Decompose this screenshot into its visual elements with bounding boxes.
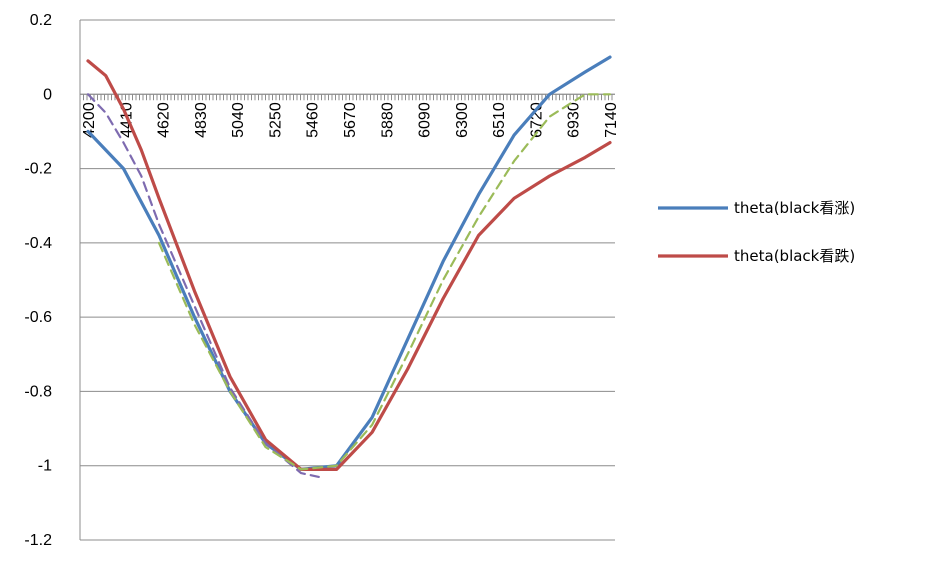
x-tick-label: 5460 <box>305 102 322 138</box>
x-tick-label: 6300 <box>454 102 471 138</box>
series-line-2 <box>86 59 612 471</box>
x-tick-label: 6510 <box>491 102 508 138</box>
y-tick-label: -0.4 <box>24 235 52 252</box>
y-tick-label: -1 <box>38 458 52 475</box>
y-tick-label: 0 <box>43 86 52 103</box>
x-tick-label: 6090 <box>417 102 434 138</box>
x-tick-label: 6930 <box>566 102 583 138</box>
y-tick-label: -0.8 <box>24 383 52 400</box>
plot-area <box>86 55 612 478</box>
x-tick-label: 5880 <box>379 102 396 138</box>
y-tick-label: -0.2 <box>24 161 52 178</box>
y-tick-label: -1.2 <box>24 532 52 549</box>
x-tick-label: 5670 <box>342 102 359 138</box>
x-tick-label: 5040 <box>230 102 247 138</box>
series-line-3 <box>86 93 320 478</box>
y-tick-label: -0.6 <box>24 309 52 326</box>
legend-label-2: theta(black看跌) <box>734 247 855 265</box>
y-axis: 0.2 0 -0.2 -0.4 -0.6 -0.8 -1 -1.2 <box>24 12 81 549</box>
legend-label-1: theta(black看涨) <box>734 199 855 217</box>
legend: theta(black看涨) theta(black看跌) <box>658 199 855 265</box>
x-tick-label: 4200 <box>81 102 98 138</box>
x-tick-label: 7140 <box>603 102 620 138</box>
x-tick-label: 5250 <box>267 102 284 138</box>
x-tick-label: 4620 <box>156 102 173 138</box>
x-tick-label: 6720 <box>528 102 545 138</box>
series-line-4 <box>157 93 612 471</box>
gridlines <box>80 19 615 541</box>
series-line-1 <box>86 55 612 471</box>
y-tick-label: 0.2 <box>30 12 52 29</box>
x-tick-label: 4830 <box>193 102 210 138</box>
x-axis: 4200 4410 4620 4830 5040 5250 5460 5670 5880 6090… <box>79 93 620 138</box>
